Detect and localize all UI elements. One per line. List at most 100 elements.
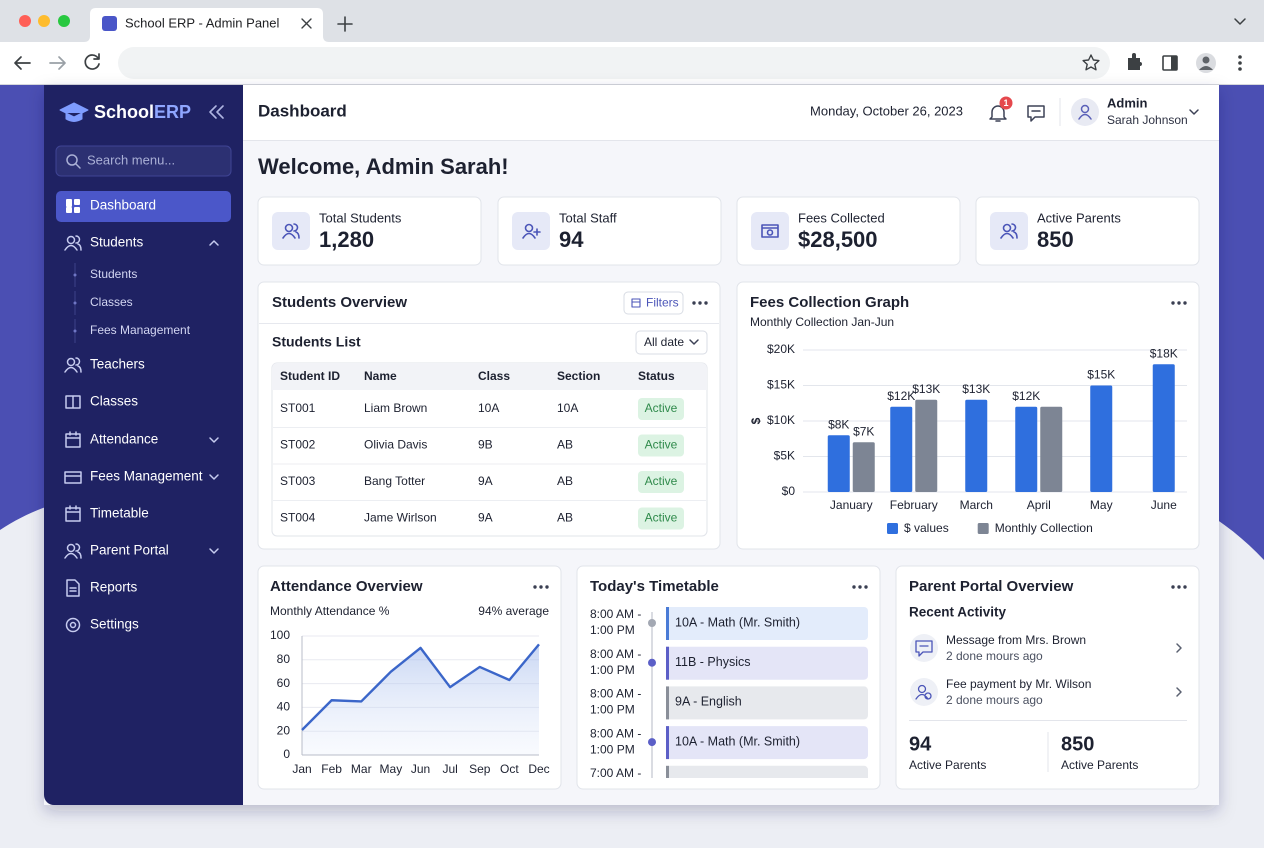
nav-chevron[interactable] xyxy=(209,548,219,554)
y-tick-label: 80 xyxy=(277,652,291,666)
more-dot[interactable] xyxy=(858,585,862,589)
more-dot[interactable] xyxy=(698,301,702,305)
nav-sub-label[interactable]: Students xyxy=(90,267,137,281)
nav-tree-dot xyxy=(73,301,77,305)
more-dot[interactable] xyxy=(1183,585,1187,589)
tab-close[interactable] xyxy=(301,18,312,29)
cell: Liam Brown xyxy=(364,401,427,415)
timetable-item[interactable] xyxy=(666,646,868,680)
nav-item[interactable] xyxy=(56,228,231,258)
more-dot[interactable] xyxy=(539,585,543,589)
more-dot[interactable] xyxy=(1183,301,1187,305)
nav-item[interactable] xyxy=(56,387,231,417)
more-dot[interactable] xyxy=(1171,585,1175,589)
brand-part: ERP xyxy=(154,102,191,122)
window-control[interactable] xyxy=(58,15,70,27)
browser-menu[interactable] xyxy=(1238,55,1242,59)
legend-swatch xyxy=(887,523,898,534)
forward-button[interactable] xyxy=(49,56,66,70)
nav-chevron[interactable] xyxy=(209,240,219,246)
back-button[interactable] xyxy=(14,56,31,70)
section-title: Recent Activity xyxy=(909,605,1007,620)
browser-menu[interactable] xyxy=(1238,61,1242,65)
user-menu[interactable] xyxy=(1189,109,1199,115)
y-tick-label: 40 xyxy=(277,700,291,714)
profile xyxy=(1199,56,1213,70)
time-start: 8:00 AM - xyxy=(590,687,641,701)
bar xyxy=(965,399,988,492)
timetable-list: 8:00 AM - 1:00 PM 10A - Math (Mr. Smith) 8:… xyxy=(590,607,868,799)
favicon xyxy=(102,16,117,31)
cell: 9A xyxy=(478,474,493,488)
stat-card xyxy=(497,196,722,266)
activity-open[interactable] xyxy=(1176,643,1182,653)
icon xyxy=(689,339,699,345)
activity-time: 2 done mours ago xyxy=(946,649,1043,663)
bar xyxy=(827,435,850,492)
stat-value: $28,500 xyxy=(798,227,878,252)
stat-label: Fees Collected xyxy=(798,210,885,225)
stat-label: Total Students xyxy=(319,210,402,225)
timetable-item[interactable] xyxy=(666,607,868,640)
window-control[interactable] xyxy=(38,15,50,27)
icon xyxy=(915,640,933,657)
stat-value: 850 xyxy=(1037,227,1074,252)
more-dot[interactable] xyxy=(1177,301,1181,305)
nav-item[interactable] xyxy=(56,610,231,640)
more-dot[interactable] xyxy=(533,585,537,589)
more-dot[interactable] xyxy=(1177,585,1181,589)
status: Active xyxy=(645,511,678,525)
legend-swatch xyxy=(977,523,989,534)
activity-text[interactable]: Message from Mrs. Brown xyxy=(946,633,1086,647)
new-tab[interactable] xyxy=(337,16,353,32)
activity-open[interactable] xyxy=(1176,687,1182,697)
collapse-sidebar[interactable] xyxy=(209,105,224,119)
activity-text[interactable]: Fee payment by Mr. Wilson xyxy=(946,677,1091,691)
nav-item[interactable] xyxy=(56,573,231,603)
x-tick-label: Jul xyxy=(442,762,457,776)
timetable-item[interactable] xyxy=(666,765,868,799)
messages[interactable] xyxy=(1027,105,1045,122)
status-pill xyxy=(638,471,684,493)
more-dot[interactable] xyxy=(852,585,856,589)
active-tab[interactable] xyxy=(84,8,329,42)
button-label: Filters xyxy=(646,296,679,310)
legend-label: $ values xyxy=(904,521,949,535)
tab-menu[interactable] xyxy=(1234,18,1246,25)
nav-chevron[interactable] xyxy=(209,437,219,443)
more-dot[interactable] xyxy=(1171,301,1175,305)
more-dot[interactable] xyxy=(704,301,708,305)
timeline-dot xyxy=(648,738,656,747)
icon xyxy=(522,223,541,239)
x-tick-label: April xyxy=(1027,498,1051,512)
date-filter[interactable] xyxy=(635,330,708,355)
more-dot[interactable] xyxy=(545,585,549,589)
y-tick-label: 20 xyxy=(277,723,291,737)
nav-label: Teachers xyxy=(90,357,145,372)
nav-sub-label[interactable]: Fees Management xyxy=(90,323,191,337)
data-label: $13K xyxy=(912,382,940,396)
window-control[interactable] xyxy=(19,15,31,27)
icon xyxy=(1000,223,1018,239)
icon xyxy=(64,543,82,559)
time-end: 1:00 PM xyxy=(590,663,635,677)
more-dot[interactable] xyxy=(692,301,696,305)
sidebar-search[interactable] xyxy=(55,145,232,177)
cell: 10A xyxy=(557,401,578,415)
bookmark-star[interactable] xyxy=(1082,54,1100,71)
nav-sub-label[interactable]: Classes xyxy=(90,295,133,309)
extensions[interactable] xyxy=(1128,53,1142,70)
stat-label: Active Parents xyxy=(1037,210,1121,225)
icon xyxy=(74,207,80,213)
area xyxy=(302,644,539,755)
timetable-item[interactable] xyxy=(666,686,868,720)
browser-menu[interactable] xyxy=(1238,67,1242,71)
nav-chevron[interactable] xyxy=(209,474,219,480)
reload-button[interactable] xyxy=(84,53,100,70)
address-bar[interactable] xyxy=(118,47,1110,79)
header-date: Monday, October 26, 2023 xyxy=(810,103,963,118)
filters-button[interactable] xyxy=(623,291,684,315)
more-dot[interactable] xyxy=(864,585,868,589)
data-label: $7K xyxy=(853,424,874,438)
timetable-item[interactable] xyxy=(666,726,868,760)
